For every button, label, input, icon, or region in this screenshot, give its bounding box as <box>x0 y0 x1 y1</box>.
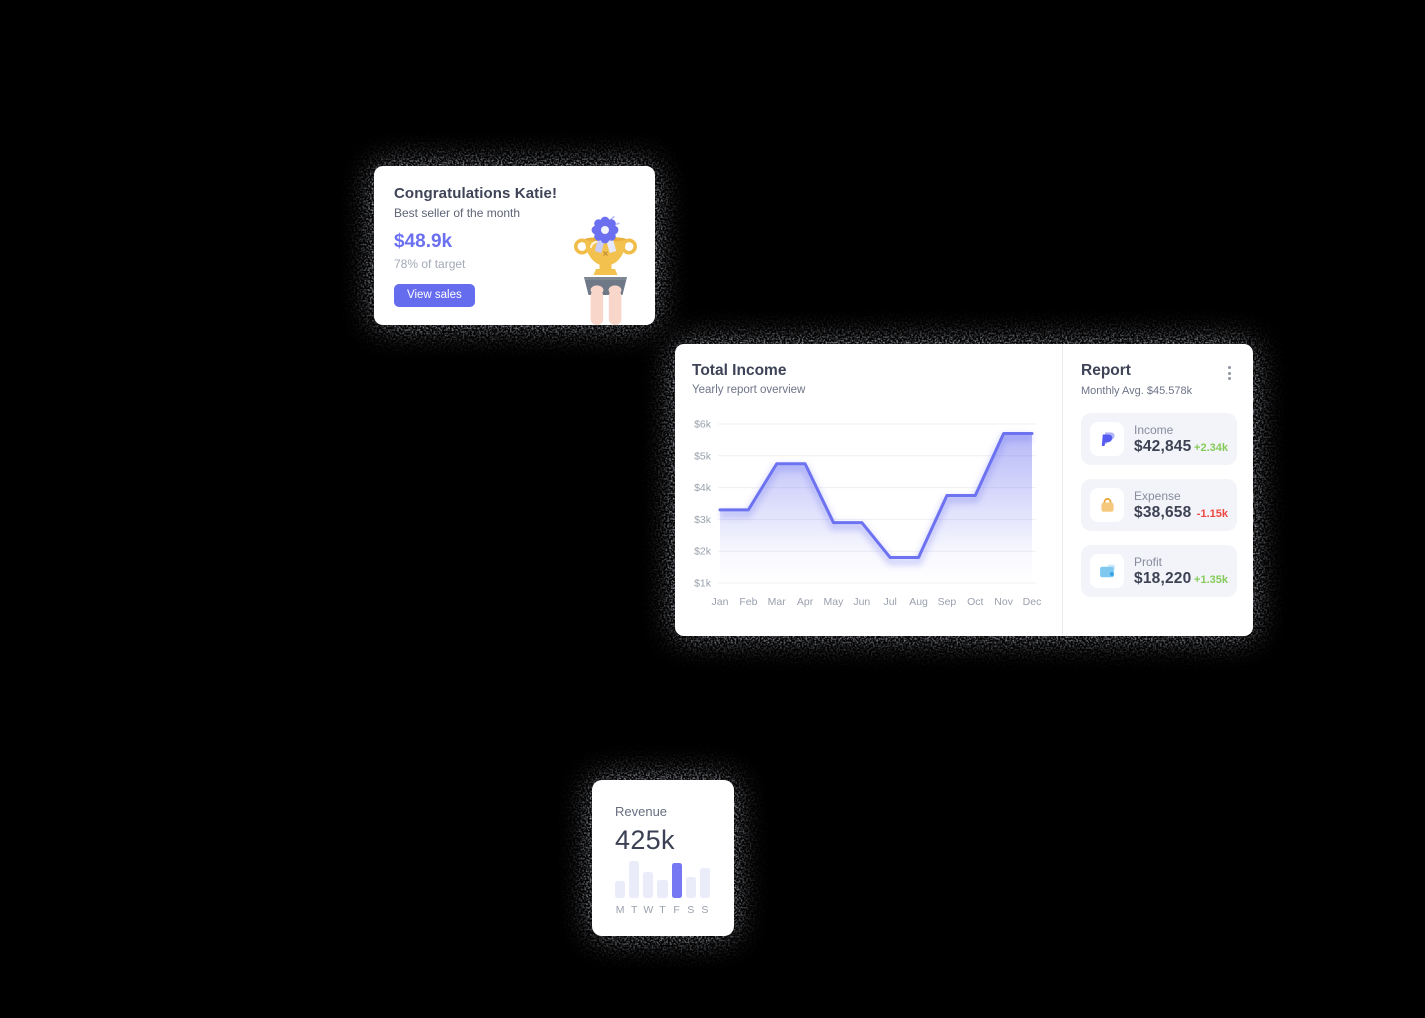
x-axis-labels: Jan Feb Mar Apr May Jun Jul Aug Sep Oct Nov Dec <box>712 596 1042 608</box>
svg-text:Jan: Jan <box>712 596 729 608</box>
view-sales-button[interactable]: View sales <box>394 284 475 307</box>
day-label: F <box>673 904 680 916</box>
svg-text:$1k: $1k <box>694 578 712 590</box>
row-value: $18,220 <box>1134 569 1192 587</box>
report-subtitle: Monthly Avg. $45.578k <box>1081 385 1193 397</box>
revenue-bar-highlighted <box>671 863 682 898</box>
day-label: S <box>701 904 709 916</box>
total-income-card: Total Income Yearly report overview $6k $… <box>675 344 1253 636</box>
day-label: T <box>659 904 666 916</box>
congrats-card: Congratulations Katie! Best seller of th… <box>374 166 655 325</box>
report-panel: Report Monthly Avg. $45.578k Income <box>1063 344 1253 636</box>
revenue-bar <box>657 879 668 898</box>
wallet-icon <box>1090 554 1124 588</box>
revenue-bars <box>615 861 710 898</box>
revenue-bar <box>615 880 626 898</box>
svg-text:Oct: Oct <box>967 596 983 608</box>
svg-text:Nov: Nov <box>994 596 1013 608</box>
svg-text:Sep: Sep <box>938 596 957 608</box>
row-delta: -1.15k <box>1196 507 1228 520</box>
trophy-icon <box>574 216 637 325</box>
row-delta: +1.35k <box>1194 573 1228 586</box>
y-axis-labels: $6k $5k $4k $3k $2k $1k <box>694 419 712 590</box>
row-label: Profit <box>1134 554 1163 569</box>
svg-text:$6k: $6k <box>694 419 712 431</box>
shopping-bag-icon <box>1090 488 1124 522</box>
day-label: S <box>687 904 695 916</box>
report-row-expense[interactable]: Expense $38,658 -1.15k <box>1081 479 1237 531</box>
svg-text:Apr: Apr <box>797 596 814 608</box>
row-label: Expense <box>1134 488 1181 503</box>
revenue-bar <box>629 861 640 898</box>
row-label: Income <box>1134 422 1174 437</box>
revenue-bar <box>685 876 696 898</box>
row-value: $42,845 <box>1134 437 1192 455</box>
svg-text:Aug: Aug <box>909 596 928 608</box>
total-income-section: Total Income Yearly report overview $6k $… <box>675 344 1062 636</box>
report-title: Report <box>1081 362 1131 379</box>
total-income-subtitle: Yearly report overview <box>692 384 806 396</box>
svg-text:Jul: Jul <box>883 596 896 608</box>
day-label: M <box>615 904 625 916</box>
day-label: W <box>643 904 654 916</box>
revenue-bar <box>699 868 710 898</box>
congrats-title: Congratulations Katie! <box>394 185 558 202</box>
svg-text:Jun: Jun <box>853 596 870 608</box>
day-label: T <box>631 904 638 916</box>
svg-text:Mar: Mar <box>768 596 787 608</box>
report-row-income[interactable]: Income $42,845 +2.34k <box>1081 413 1237 465</box>
report-rows: Income $42,845 +2.34k <box>1081 413 1237 597</box>
row-value: $38,658 <box>1134 503 1192 521</box>
total-income-title: Total Income <box>692 362 787 379</box>
report-row-profit[interactable]: Profit $18,220 +1.35k <box>1081 545 1237 597</box>
svg-text:$2k: $2k <box>694 546 712 558</box>
row-delta: +2.34k <box>1194 441 1228 454</box>
revenue-bar <box>643 872 654 898</box>
total-income-chart: $6k $5k $4k $3k $2k $1k Jan Feb Mar Apr May Jun Jul… <box>694 419 1042 609</box>
kebab-menu-icon[interactable] <box>1226 364 1233 382</box>
revenue-title: Revenue <box>615 804 668 819</box>
svg-text:May: May <box>824 596 845 608</box>
paypal-icon <box>1090 422 1124 456</box>
svg-text:Dec: Dec <box>1023 596 1042 608</box>
revenue-value: 425k <box>615 825 675 855</box>
svg-text:$3k: $3k <box>694 514 712 526</box>
svg-text:$4k: $4k <box>694 482 712 494</box>
svg-text:Feb: Feb <box>739 596 757 608</box>
svg-text:$5k: $5k <box>694 450 712 462</box>
